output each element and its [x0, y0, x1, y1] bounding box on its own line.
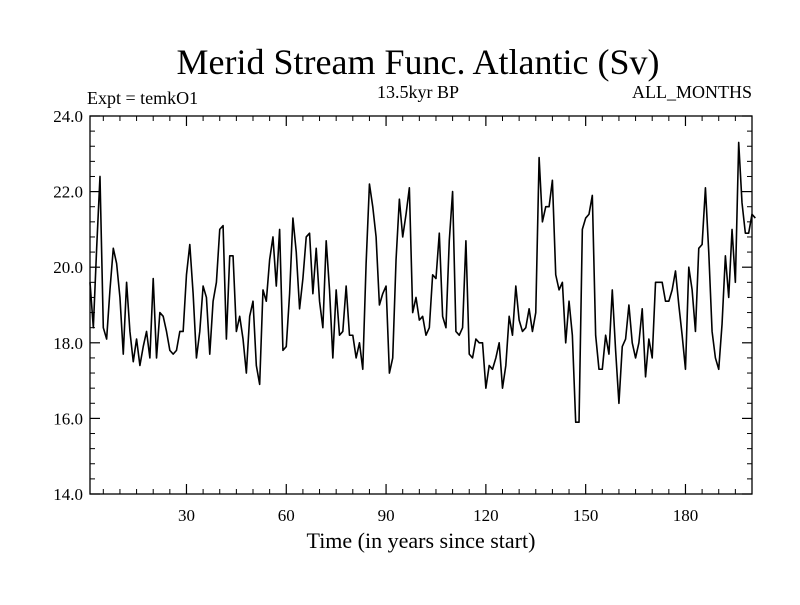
- x-tick-label: 30: [178, 506, 195, 525]
- y-tick-label: 20.0: [53, 258, 83, 277]
- x-tick-label: 120: [473, 506, 499, 525]
- chart-title: Merid Stream Func. Atlantic (Sv): [177, 42, 660, 82]
- plot-frame: [89, 115, 753, 495]
- experiment-label: Expt = temkO1: [87, 88, 198, 108]
- y-tick-label: 18.0: [53, 334, 83, 353]
- y-tick-label: 14.0: [53, 485, 83, 504]
- months-label: ALL_MONTHS: [632, 82, 752, 102]
- x-tick-label: 60: [278, 506, 295, 525]
- y-tick-label: 24.0: [53, 107, 83, 126]
- y-tick-label: 22.0: [53, 183, 83, 202]
- x-tick-label: 180: [673, 506, 699, 525]
- y-tick-label: 16.0: [53, 409, 83, 428]
- series-layer: [89, 141, 756, 423]
- period-label: 13.5kyr BP: [377, 82, 459, 102]
- axes: 30 60 90 120 150 180 14.0 16.0 18.0 20.0 22.0 24.0: [53, 107, 753, 525]
- series-line: [89, 141, 756, 423]
- x-tick-label: 90: [378, 506, 395, 525]
- x-tick-label: 150: [573, 506, 599, 525]
- x-axis-label: Time (in years since start): [307, 528, 536, 553]
